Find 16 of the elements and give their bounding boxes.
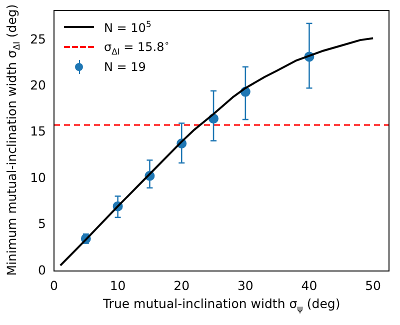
legend-label: N = 19 (104, 60, 146, 74)
y-tick-label: 15 (30, 124, 46, 139)
x-axis-title: True mutual-inclination width σ$_{ψ}$ (deg) (103, 296, 340, 314)
legend-label: N = 10$^{5}$ (104, 19, 152, 35)
x-tick-label: 30 (237, 278, 254, 293)
legend-label: σ$_{ΔI}$ = 15.8$^{∘}$ (104, 38, 170, 56)
x-tick-label: 10 (110, 278, 126, 293)
y-tick-label: 10 (30, 170, 46, 185)
x-tick-label: 20 (174, 278, 190, 293)
y-tick-label: 25 (30, 31, 46, 46)
y-tick-label: 20 (30, 78, 46, 92)
x-tick-label: 0 (50, 278, 58, 293)
y-tick-label: 0 (38, 262, 46, 278)
x-tick-label: 40 (301, 278, 318, 293)
x-tick-label: 50 (365, 278, 382, 293)
y-tick-label: 5 (38, 216, 46, 232)
